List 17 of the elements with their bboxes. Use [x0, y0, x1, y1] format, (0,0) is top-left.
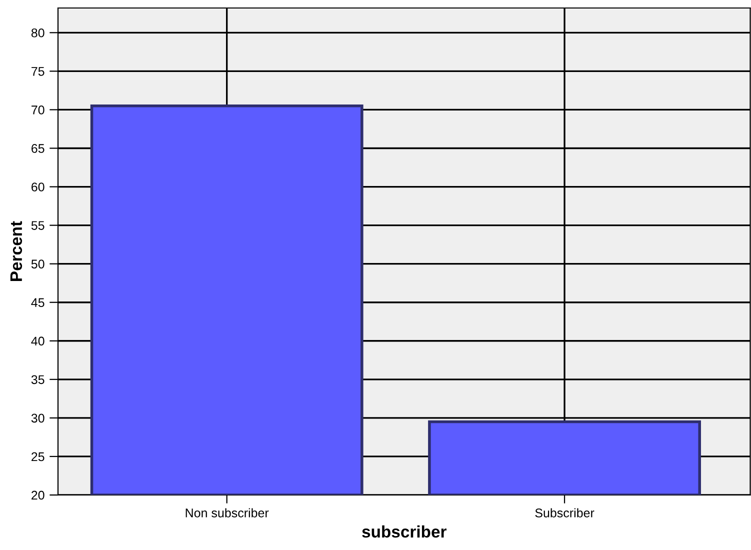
x-tick-label: Non subscriber [186, 508, 269, 518]
x-axis-title: subscriber [362, 525, 446, 538]
y-tick-label: 70 [32, 106, 44, 114]
x-tick-label: Subscriber [535, 508, 594, 518]
y-tick-label: 80 [31, 28, 44, 38]
y-tick-label: 35 [31, 375, 44, 384]
y-tick-label: 30 [31, 414, 44, 423]
y-tick-label: 45 [31, 298, 44, 308]
y-tick-label: 50 [31, 260, 44, 268]
y-tick-label: 60 [32, 182, 44, 192]
y-tick-label: 25 [32, 452, 44, 462]
y-tick-label: 20 [32, 490, 44, 500]
y-tick-label: 65 [32, 144, 44, 153]
y-tick-label: 55 [31, 221, 44, 230]
y-axis-title: Percent [10, 221, 22, 281]
y-tick-label: 40 [31, 336, 44, 346]
y-tick-label: 75 [32, 67, 44, 76]
